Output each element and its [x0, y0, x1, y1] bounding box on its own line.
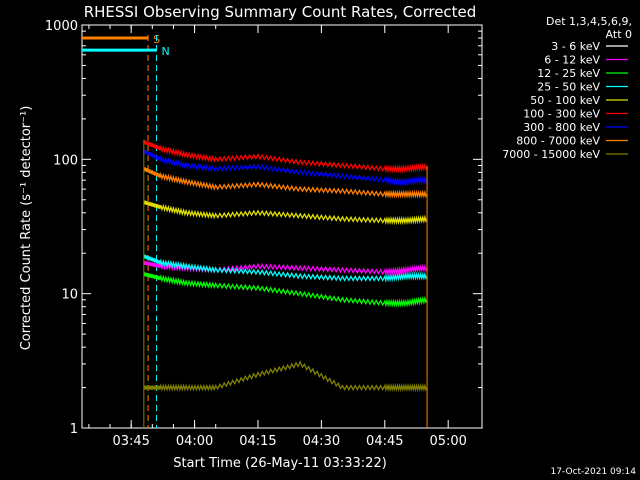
- legend-entry-label: 100 - 300 keV: [523, 108, 600, 121]
- legend-entry-label: 6 - 12 keV: [544, 54, 600, 67]
- y-tick-label: 10: [61, 288, 78, 303]
- x-tick-label: 05:00: [429, 434, 466, 449]
- legend-entry-label: 300 - 800 keV: [523, 121, 600, 134]
- series-line-3: [143, 254, 428, 283]
- legend-entry-label: 25 - 50 keV: [537, 81, 600, 94]
- series-line-5: [143, 139, 428, 174]
- legend-entry-label: 12 - 25 keV: [537, 67, 600, 80]
- series-line-4: [143, 200, 428, 226]
- x-tick-label: 04:00: [176, 434, 213, 449]
- axis-ticks: 03:45 04:00 04:15 04:30 04:45 05:00 1 10 100 1000: [45, 19, 482, 449]
- plot-frame: [81, 24, 483, 429]
- legend-entry-label: 7000 - 15000 keV: [502, 148, 600, 161]
- legend-entry-label: 3 - 6 keV: [551, 40, 600, 53]
- x-tick-label: 03:45: [112, 434, 149, 449]
- legend-entry-label: 50 - 100 keV: [530, 94, 600, 107]
- y-tick-label: 1: [70, 422, 78, 437]
- series-line-8: [143, 360, 428, 393]
- series-line-0: [143, 308, 428, 355]
- y-tick-label: 100: [53, 153, 78, 168]
- legend-header: Det 1,3,4,5,6,9,: [546, 15, 632, 28]
- legend-header: Att 0: [606, 28, 632, 41]
- plot-border: [81, 24, 483, 429]
- y-tick-label: 1000: [45, 19, 78, 34]
- x-tick-label: 04:15: [239, 434, 276, 449]
- x-axis-label: Start Time (26-May-11 03:33:22): [173, 456, 387, 471]
- series-line-6: [143, 149, 428, 187]
- x-tick-label: 04:45: [366, 434, 403, 449]
- y-axis-label: Corrected Count Rate (s⁻¹ detector⁻¹): [19, 106, 34, 351]
- series-line-2: [143, 271, 428, 308]
- footer-timestamp: 17-Oct-2021 09:14: [551, 467, 637, 477]
- chart-markers: SN: [82, 33, 170, 428]
- chart-series: [143, 139, 428, 428]
- chart-title: RHESSI Observing Summary Count Rates, Co…: [84, 3, 477, 21]
- x-tick-label: 04:30: [303, 434, 340, 449]
- marker-label-n: N: [162, 45, 170, 58]
- legend-entry-label: 800 - 7000 keV: [516, 135, 600, 148]
- series-line-1: [143, 260, 428, 277]
- series-line-7: [143, 166, 428, 199]
